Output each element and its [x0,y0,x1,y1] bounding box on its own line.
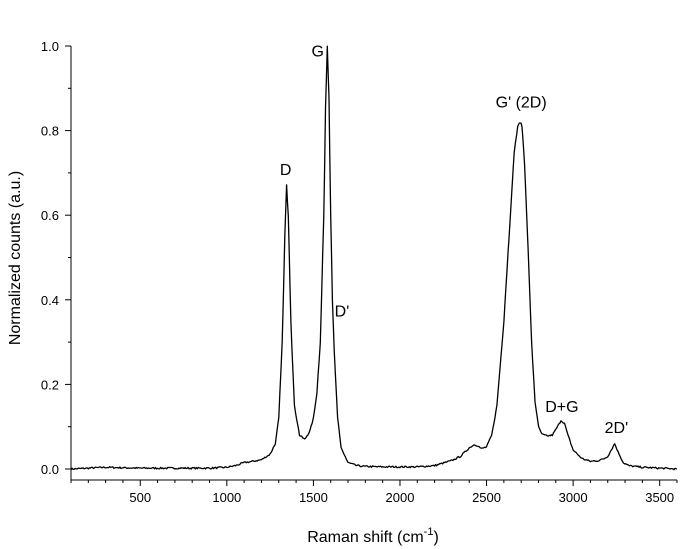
y-axis-title: Normalized counts (a.u.) [7,171,24,345]
x-tick-label: 3000 [559,490,588,505]
x-tick-label: 1500 [299,490,328,505]
x-axis-title: Raman shift (cm-1) [307,526,439,546]
y-tick-label: 0.6 [41,208,59,223]
y-tick-label: 0.8 [41,124,59,139]
x-axis-ticks: 500 1000 1500 2000 2500 3000 3500 [70,480,678,505]
y-tick-label: 0.0 [41,462,59,477]
peak-label: D+G [545,399,578,416]
x-tick-label: 2500 [472,490,501,505]
y-axis-ticks: 0.0 0.2 0.4 0.6 0.8 1.0 [41,39,71,477]
x-tick-label: 2000 [386,490,415,505]
peak-label: 2D' [605,420,629,437]
x-tick-label: 3500 [645,490,674,505]
y-tick-label: 1.0 [41,39,59,54]
y-tick-label: 0.4 [41,293,59,308]
peak-annotations: D G D' G' (2D) D+G 2D' [280,44,628,437]
peak-label: D' [335,304,350,321]
peak-label: D [280,162,292,179]
peak-label: G [312,44,324,61]
x-tick-label: 500 [129,490,151,505]
peak-label: G' (2D) [496,94,547,111]
spectrum-line [70,45,678,471]
y-tick-label: 0.2 [41,377,59,392]
x-tick-label: 1000 [212,490,241,505]
